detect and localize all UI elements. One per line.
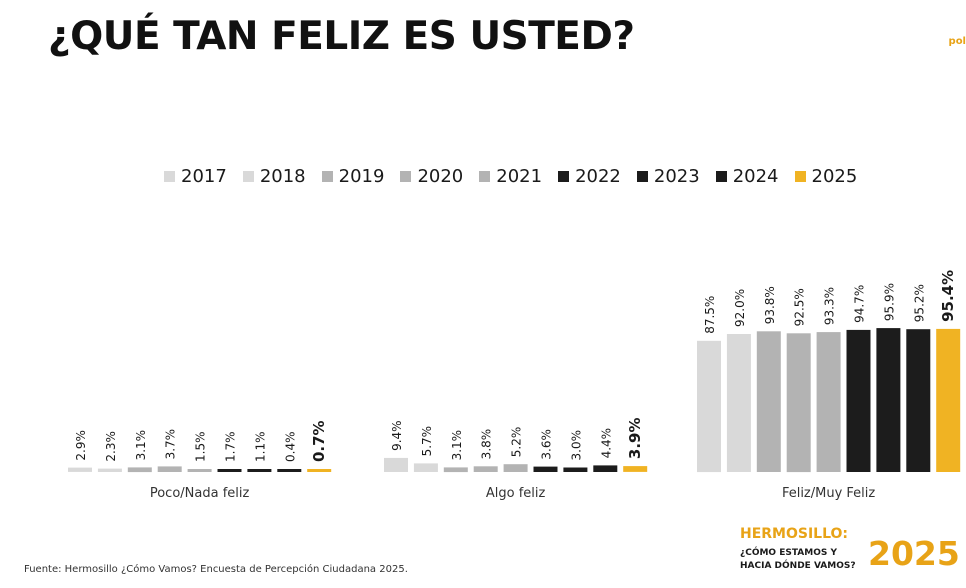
legend-swatch-2021 [479, 171, 491, 182]
bar-2021-1 [503, 464, 528, 472]
legend-item-2019: 2019 [321, 166, 385, 187]
bar-2024-2 [906, 329, 931, 472]
data-label-2019-1: 3.1% [450, 430, 464, 461]
data-label-2023-0: 1.1% [253, 432, 267, 463]
bar-2019-0 [127, 467, 152, 473]
legend-label-2022: 2022 [575, 166, 621, 187]
corner-logo: pol [948, 36, 966, 47]
data-label-2020-1: 3.8% [480, 429, 494, 460]
legend-swatch-2017 [164, 171, 175, 182]
bar-2023-1 [563, 467, 588, 472]
legend-item-2022: 2022 [558, 166, 621, 187]
data-label-2022-0: 1.7% [224, 432, 238, 463]
data-label-2018-0: 2.3% [104, 431, 118, 462]
data-label-2017-1: 9.4% [390, 420, 404, 451]
category-label-0: Poco/Nada feliz [150, 486, 250, 501]
bar-2017-2 [697, 340, 721, 473]
legend-label-2020: 2020 [417, 166, 464, 187]
data-label-2019-0: 3.1% [134, 430, 148, 461]
data-label-2021-0: 1.5% [194, 432, 208, 463]
legend-swatch-2020 [400, 171, 412, 182]
brand-logo: HERMOSILLO: ¿CÓMO ESTAMOS Y HACIA DÓNDE … [740, 524, 966, 586]
bar-2019-2 [756, 331, 781, 472]
brand-subtitle-line1: ¿CÓMO ESTAMOS Y [740, 548, 837, 558]
bar-2021-2 [816, 332, 841, 472]
legend-label-2021: 2021 [496, 166, 543, 187]
legend-swatch-2024 [715, 171, 727, 182]
legend-item-2024: 2024 [715, 166, 779, 187]
data-label-2025-1: 3.9% [626, 417, 644, 459]
legend-label-2023: 2023 [653, 166, 700, 187]
legend-swatch-2025 [794, 171, 806, 182]
bar-2018-0 [97, 468, 122, 472]
data-label-2017-0: 2.9% [74, 430, 88, 461]
legend-item-2020: 2020 [400, 166, 463, 187]
bar-2025-1 [623, 466, 648, 472]
chart-legend: 2017 2018 2019 2020 2021 2022 2023 2024 2025 [164, 166, 857, 187]
data-label-2022-2: 94.7% [853, 285, 867, 323]
bar-2020-2 [786, 333, 811, 473]
bar-2020-1 [473, 466, 498, 472]
legend-item-2018: 2018 [242, 166, 306, 187]
bar-2024-1 [593, 465, 618, 472]
legend-item-2021: 2021 [479, 166, 542, 187]
category-label-2: Feliz/Muy Feliz [782, 486, 875, 501]
bar-2023-2 [876, 328, 901, 472]
data-label-2024-1: 4.4% [599, 428, 613, 459]
source-note: Fuente: Hermosillo ¿Cómo Vamos? Encuesta… [24, 564, 408, 575]
brand-title: HERMOSILLO: [740, 526, 849, 542]
data-label-2018-2: 92.0% [733, 289, 747, 327]
data-label-2024-0: 0.4% [283, 432, 297, 463]
bar-2024-0 [277, 469, 302, 472]
data-label-2021-1: 5.2% [510, 427, 524, 458]
legend-label-2017: 2017 [181, 166, 227, 187]
data-label-2025-0: 0.7% [310, 420, 328, 462]
bar-2018-1 [413, 463, 438, 472]
legend-swatch-2018 [242, 171, 254, 182]
bar-2018-2 [726, 334, 751, 472]
bar-2025-2 [936, 328, 961, 472]
legend-swatch-2023 [636, 171, 648, 182]
legend-item-2017: 2017 [164, 166, 227, 187]
data-label-2017-2: 87.5% [703, 296, 717, 334]
page-title: ¿QUÉ TAN FELIZ ES USTED? [48, 14, 635, 59]
legend-item-2023: 2023 [636, 166, 700, 187]
data-label-2024-2: 95.2% [912, 284, 926, 322]
data-label-2020-0: 3.7% [164, 429, 178, 460]
data-label-2018-1: 5.7% [420, 426, 434, 457]
legend-swatch-2022 [558, 171, 570, 182]
data-label-2022-1: 3.6% [540, 429, 554, 460]
legend-swatch-2019 [321, 171, 333, 182]
data-label-2025-2: 95.4% [939, 270, 957, 322]
bar-2023-0 [247, 469, 272, 472]
bar-2017-1 [384, 457, 408, 472]
legend-label-2019: 2019 [338, 166, 385, 187]
brand-year: 2025 [868, 534, 960, 573]
legend-label-2018: 2018 [259, 166, 306, 187]
data-label-2023-2: 95.9% [882, 283, 896, 321]
legend-item-2025: 2025 [794, 166, 858, 187]
bar-2021-0 [187, 469, 212, 472]
legend-label-2025: 2025 [811, 166, 858, 187]
bar-2022-0 [217, 469, 242, 472]
bar-2022-2 [846, 329, 871, 472]
data-label-2020-2: 92.5% [793, 288, 807, 326]
data-label-2023-1: 3.0% [569, 430, 583, 461]
bar-2020-0 [157, 466, 182, 472]
brand-subtitle-line2: HACIA DÓNDE VAMOS? [740, 561, 856, 571]
data-label-2021-2: 93.3% [823, 287, 837, 325]
bar-2025-0 [307, 469, 332, 472]
data-label-2019-2: 93.8% [763, 286, 777, 324]
bar-2019-1 [443, 467, 468, 473]
bar-2017-0 [68, 467, 92, 472]
bar-2022-1 [533, 466, 558, 472]
legend-label-2024: 2024 [732, 166, 779, 187]
category-label-1: Algo feliz [486, 486, 546, 501]
